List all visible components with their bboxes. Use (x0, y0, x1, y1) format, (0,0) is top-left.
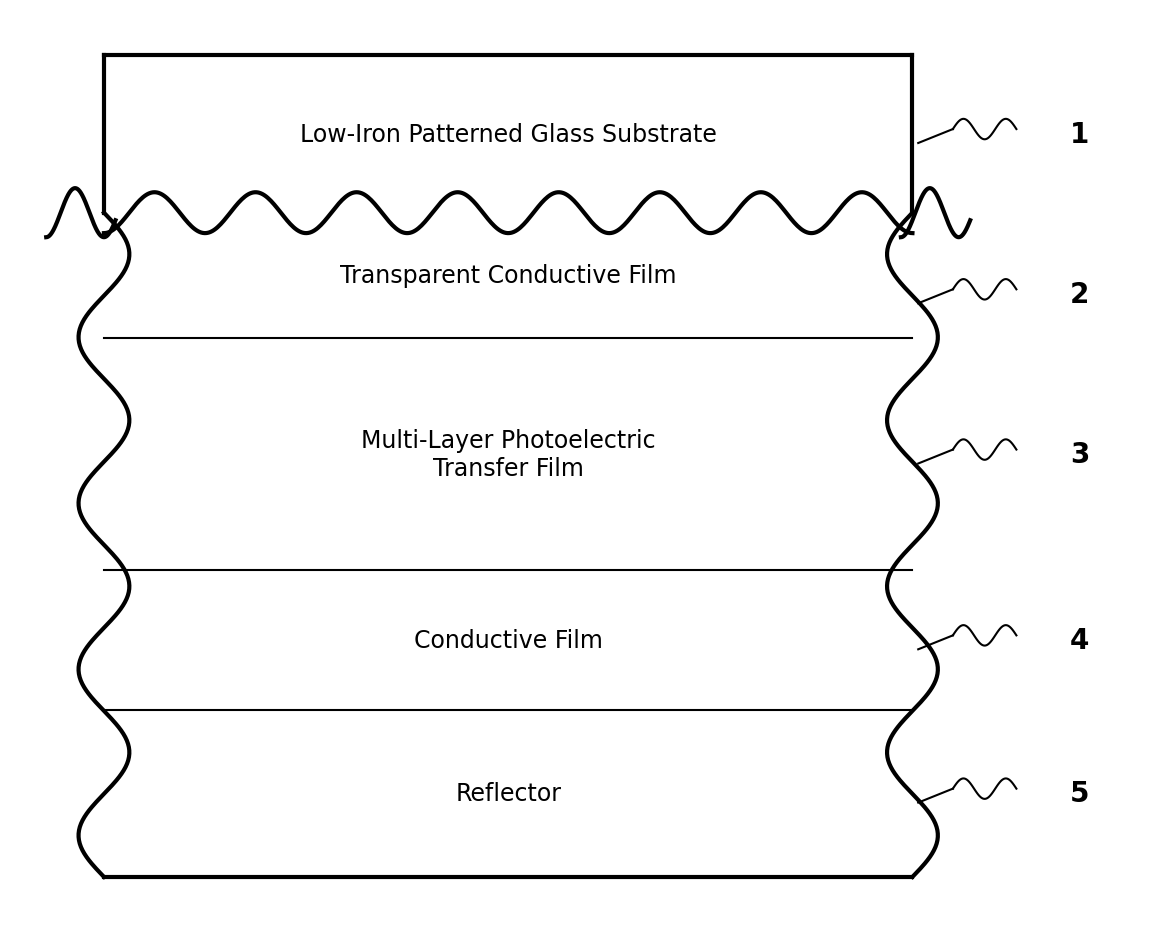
Text: 2: 2 (1071, 280, 1089, 309)
Text: 1: 1 (1071, 121, 1089, 148)
Text: 5: 5 (1071, 780, 1089, 807)
Text: 4: 4 (1071, 626, 1089, 654)
Text: 3: 3 (1071, 441, 1089, 469)
Text: Multi-Layer Photoelectric
Transfer Film: Multi-Layer Photoelectric Transfer Film (360, 429, 656, 481)
Text: Conductive Film: Conductive Film (413, 628, 603, 652)
Text: Reflector: Reflector (455, 781, 561, 806)
Text: Transparent Conductive Film: Transparent Conductive Film (340, 264, 677, 288)
Text: Low-Iron Patterned Glass Substrate: Low-Iron Patterned Glass Substrate (300, 122, 716, 147)
